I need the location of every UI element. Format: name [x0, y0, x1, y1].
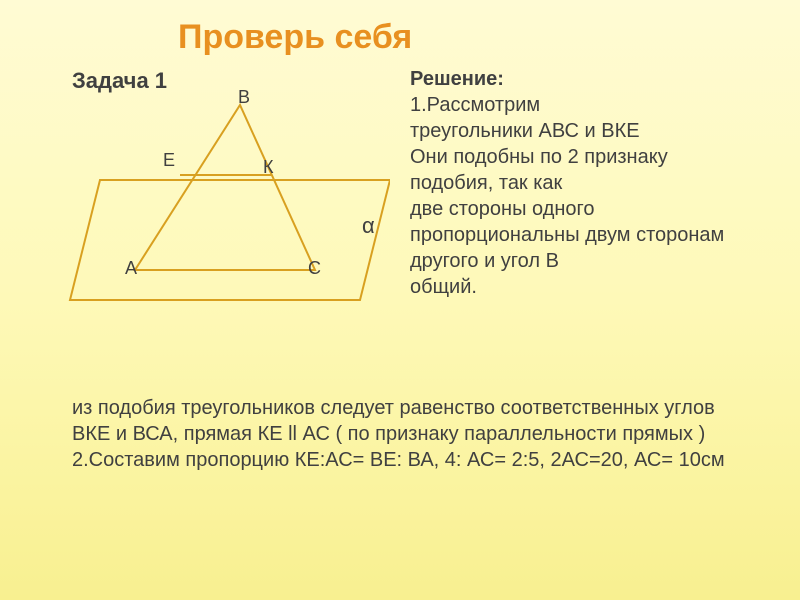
solution-line: общий. [410, 276, 477, 298]
solution-block: Решение: 1.Рассмотрим треугольники АВС и… [410, 66, 750, 300]
vertex-label-k: К [263, 157, 274, 178]
vertex-label-a: А [125, 258, 137, 279]
vertex-label-e: Е [163, 150, 175, 171]
plane-parallelogram [70, 180, 390, 300]
alpha-label: α [362, 213, 375, 239]
solution-line: две стороны одного пропорциональны двум … [410, 198, 724, 272]
solution-line: треугольники АВС и ВКЕ [410, 120, 640, 142]
vertex-label-b: В [238, 87, 250, 108]
bottom-conclusion: из подобия треугольников следует равенст… [72, 395, 752, 473]
diagram-svg [60, 95, 390, 325]
solution-line: Они подобны по 2 признаку подобия, так к… [410, 146, 668, 194]
solution-title: Решение: [410, 68, 504, 90]
solution-line: 1.Рассмотрим [410, 94, 540, 116]
task-label: Задача 1 [72, 68, 167, 94]
page-title: Проверь себя [178, 18, 412, 57]
geometry-diagram: А В С Е К α [60, 95, 390, 325]
triangle-abc [135, 105, 315, 270]
vertex-label-c: С [308, 258, 321, 279]
